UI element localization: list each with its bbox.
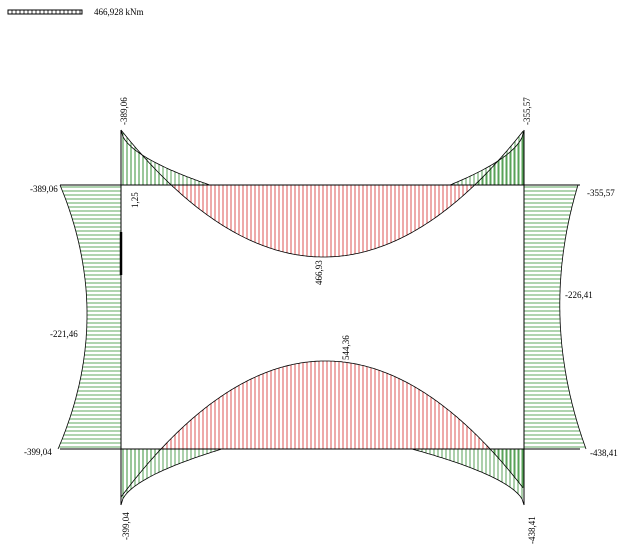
label-right-corner-bottom: -438,41 [590,448,618,458]
top-beam-outline [120,129,524,258]
label-top-right-column-top: -355,57 [522,97,532,125]
scale-bar [7,9,83,15]
positive-moment-hatching [162,185,488,449]
left-column-outline [57,184,88,450]
label-bottom-beam-mid: 544,36 [341,335,351,360]
top-right-stub-outline [449,129,525,186]
scale-label: 466,928 kNm [94,7,144,17]
moment-outline [57,129,587,506]
frame [60,130,580,505]
scale-legend: 466,928 kNm [7,7,144,17]
right-column-outline [559,184,587,450]
label-top-left-column-top: -389,06 [119,97,129,125]
negative-moment-hatching [58,131,586,499]
label-left-column-mid: -221,46 [50,329,78,339]
label-left-corner-bottom: -399,04 [24,447,52,457]
bottom-left-stub-outline [120,448,222,506]
label-top-beam-mid: 466,93 [314,260,324,285]
label-right-corner-top: -355,57 [587,188,615,198]
label-bottom-right-column-bottom: -438,41 [527,516,537,544]
bottom-right-stub-outline [411,448,525,506]
label-right-column-mid: -226,41 [565,290,593,300]
moment-labels: -389,06 -355,57 -389,06 -355,57 1,25 466… [24,97,618,544]
top-left-stub-outline [120,129,210,186]
bottom-beam-outline [120,360,524,498]
label-top-beam-small: 1,25 [130,192,140,208]
label-left-corner-top: -389,06 [30,184,58,194]
label-bottom-left-column-bottom: -399,04 [121,512,131,540]
